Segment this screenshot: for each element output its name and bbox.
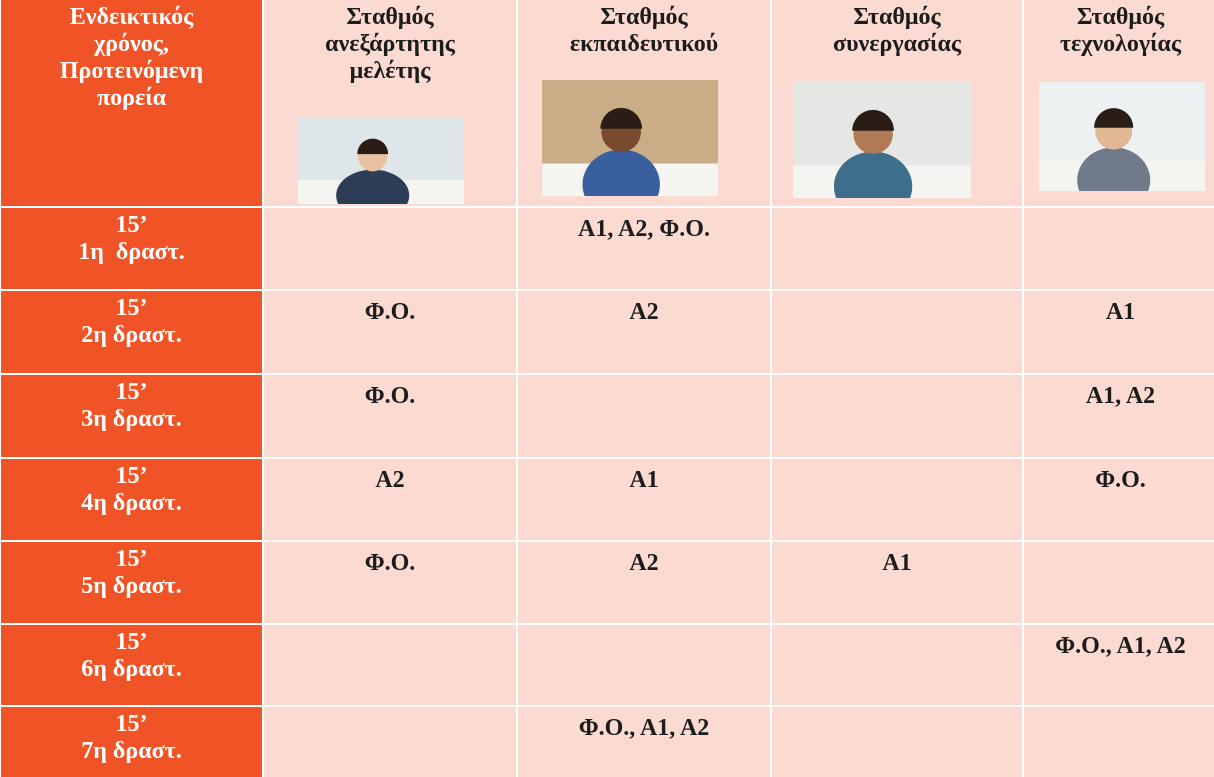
schedule-table: Ενδεικτικόςχρόνος,ΠροτεινόμενηπορείαΣταθ…	[0, 0, 1214, 771]
cell-text: Προτεινόμενη	[1, 58, 262, 85]
cell-text: 15’	[1, 629, 262, 656]
cell-text: Φ.Ο.	[264, 383, 516, 410]
table-cell: Α1, Α2	[1024, 375, 1214, 457]
cell-text: Α2	[518, 299, 770, 326]
cell-text: μελέτης	[264, 58, 516, 85]
cell-text: Α1	[1024, 299, 1214, 326]
table-cell: Α1	[772, 542, 1022, 623]
table-cell	[264, 208, 516, 289]
cell-text: 6η δραστ.	[1, 656, 262, 683]
cell-text: Σταθμός	[518, 4, 770, 31]
photo	[298, 118, 464, 204]
cell-text: πορεία	[1, 85, 262, 112]
table-cell: Φ.Ο.	[264, 542, 516, 623]
table-cell: Α2	[264, 459, 516, 540]
table-cell	[518, 625, 770, 705]
cell-text: Α1	[772, 550, 1022, 577]
table-cell	[772, 208, 1022, 289]
cell-text: 15’	[1, 546, 262, 573]
table-cell	[772, 375, 1022, 457]
cell-text: Ενδεικτικός	[1, 4, 262, 31]
cell-text: 1η δραστ.	[1, 239, 262, 266]
cell-text: 7η δραστ.	[1, 738, 262, 765]
table-cell: Α1, Α2, Φ.Ο.	[518, 208, 770, 289]
table-cell	[1024, 208, 1214, 289]
cell-text: Σταθμός	[772, 4, 1022, 31]
table-cell: Α2	[518, 291, 770, 373]
table-cell: Α1	[1024, 291, 1214, 373]
cell-text: Α1, Α2, Φ.Ο.	[518, 216, 770, 243]
time-cell: 15’7η δραστ.	[1, 707, 262, 777]
cell-text: Α2	[518, 550, 770, 577]
table-cell: Φ.Ο., Α1, Α2	[518, 707, 770, 777]
table-cell: Φ.Ο.	[1024, 459, 1214, 540]
table-cell	[264, 707, 516, 777]
cell-text: Α1	[518, 467, 770, 494]
time-cell: 15’6η δραστ.	[1, 625, 262, 705]
table-cell	[264, 625, 516, 705]
cell-text: 5η δραστ.	[1, 573, 262, 600]
table-cell	[1024, 707, 1214, 777]
cell-text: χρόνος,	[1, 31, 262, 58]
cell-text: Φ.Ο.	[1024, 467, 1214, 494]
cell-text: τεχνολογίας	[1024, 31, 1214, 58]
cell-text: 15’	[1, 711, 262, 738]
table-cell	[772, 707, 1022, 777]
cell-text: 15’	[1, 379, 262, 406]
cell-text: 15’	[1, 295, 262, 322]
table-cell: Φ.Ο., Α1, Α2	[1024, 625, 1214, 705]
time-cell: 15’1η δραστ.	[1, 208, 262, 289]
time-cell: 15’4η δραστ.	[1, 459, 262, 540]
cell-text: 4η δραστ.	[1, 490, 262, 517]
cell-text: Φ.Ο.	[264, 299, 516, 326]
table-cell	[518, 375, 770, 457]
cell-text: Σταθμός	[264, 4, 516, 31]
photo	[793, 82, 971, 198]
time-cell: 15’5η δραστ.	[1, 542, 262, 623]
photo	[542, 80, 718, 196]
cell-text: ανεξάρτητης	[264, 31, 516, 58]
time-cell: 15’2η δραστ.	[1, 291, 262, 373]
cell-text: Σταθμός	[1024, 4, 1214, 31]
cell-text: συνεργασίας	[772, 31, 1022, 58]
cell-text: Α2	[264, 467, 516, 494]
cell-text: εκπαιδευτικού	[518, 31, 770, 58]
cell-text: 15’	[1, 212, 262, 239]
table-cell	[772, 625, 1022, 705]
table-cell: Α1	[518, 459, 770, 540]
cell-text: 15’	[1, 463, 262, 490]
table-cell: Φ.Ο.	[264, 375, 516, 457]
table-cell: Α2	[518, 542, 770, 623]
cell-text: 3η δραστ.	[1, 406, 262, 433]
cell-text: Φ.Ο., Α1, Α2	[518, 715, 770, 742]
cell-text: 2η δραστ.	[1, 322, 262, 349]
cell-text: Φ.Ο., Α1, Α2	[1024, 633, 1214, 660]
cell-text: Φ.Ο.	[264, 550, 516, 577]
table-cell	[772, 291, 1022, 373]
table-cell	[772, 459, 1022, 540]
time-cell: 15’3η δραστ.	[1, 375, 262, 457]
table-cell: Φ.Ο.	[264, 291, 516, 373]
cell-text: Α1, Α2	[1024, 383, 1214, 410]
table-cell	[1024, 542, 1214, 623]
photo	[1039, 82, 1205, 191]
